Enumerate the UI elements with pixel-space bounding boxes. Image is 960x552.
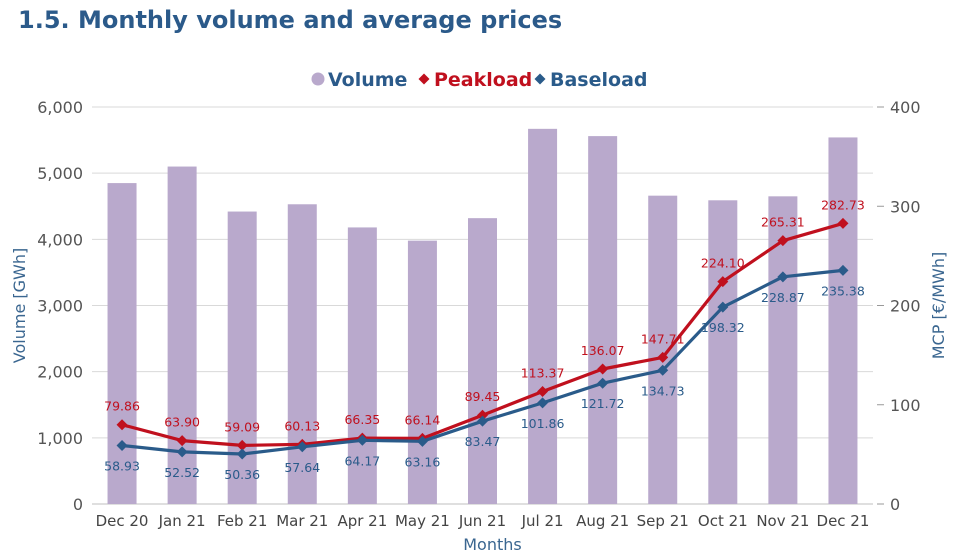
point-baseload xyxy=(176,446,188,458)
data-label-peakload: 66.35 xyxy=(344,412,380,427)
legend-label-peakload: Peakload xyxy=(434,69,532,91)
y-left-tick-label: 3,000 xyxy=(37,297,83,316)
x-tick-label: Jun 21 xyxy=(458,512,506,530)
y-left-tick-label: 1,000 xyxy=(37,429,83,448)
bar-volume xyxy=(107,183,137,504)
y-right-tick-label: 400 xyxy=(890,98,921,117)
legend-swatch-baseload xyxy=(534,73,546,85)
data-label-peakload: 265.31 xyxy=(761,215,805,230)
point-peakload xyxy=(477,409,488,421)
bar-volume xyxy=(648,195,678,504)
data-label-peakload: 89.45 xyxy=(465,389,501,404)
y-left-tick-label: 0 xyxy=(73,495,83,514)
x-tick-label: Dec 21 xyxy=(817,512,870,530)
data-label-peakload: 282.73 xyxy=(821,197,865,212)
data-label-baseload: 58.93 xyxy=(104,459,140,474)
y-right-axis-label: MCP [€/MWh] xyxy=(929,252,948,360)
x-tick-label: Sep 21 xyxy=(637,512,689,530)
bar-volume xyxy=(287,204,317,504)
y-left-tick-label: 6,000 xyxy=(37,98,83,117)
data-label-baseload: 121.72 xyxy=(581,396,625,411)
point-baseload xyxy=(837,264,849,276)
y-left-tick-label: 2,000 xyxy=(37,363,83,382)
x-tick-label: Mar 21 xyxy=(276,512,328,530)
data-label-peakload: 113.37 xyxy=(521,365,565,380)
data-label-baseload: 64.17 xyxy=(344,453,380,468)
point-peakload xyxy=(777,235,789,247)
point-baseload xyxy=(777,271,789,283)
data-label-baseload: 63.16 xyxy=(405,454,441,469)
point-baseload xyxy=(657,364,669,376)
bar-volume xyxy=(407,240,437,504)
y-right-tick-label: 200 xyxy=(890,297,921,316)
x-tick-label: Dec 20 xyxy=(96,512,149,530)
point-peakload xyxy=(236,439,248,451)
legend-label-volume: Volume xyxy=(328,69,407,91)
x-tick-label: Nov 21 xyxy=(756,512,809,530)
point-baseload xyxy=(537,397,549,409)
data-label-peakload: 224.10 xyxy=(701,256,745,271)
x-tick-label: Jul 21 xyxy=(521,512,564,530)
bar-volume xyxy=(588,136,618,504)
point-peakload xyxy=(537,385,549,397)
bar-volume xyxy=(347,227,377,504)
x-tick-label: Feb 21 xyxy=(217,512,267,530)
y-right-tick-label: 300 xyxy=(890,197,921,216)
chart-title: 1.5. Monthly volume and average prices xyxy=(18,6,563,34)
bar-volume xyxy=(468,218,497,504)
point-baseload xyxy=(236,448,248,460)
point-peakload xyxy=(176,435,188,447)
data-label-baseload: 83.47 xyxy=(465,434,501,449)
point-peakload xyxy=(837,217,849,229)
bar-volume xyxy=(528,128,558,504)
y-left-axis-label: Volume [GWh] xyxy=(10,248,29,363)
data-label-baseload: 228.87 xyxy=(761,290,805,305)
data-label-peakload: 63.90 xyxy=(164,415,200,430)
bar-volume xyxy=(828,137,858,505)
point-baseload xyxy=(717,301,729,313)
y-left-tick-label: 4,000 xyxy=(37,230,83,249)
point-baseload xyxy=(116,440,128,452)
data-label-peakload: 136.07 xyxy=(581,343,625,358)
data-label-baseload: 52.52 xyxy=(164,465,200,480)
y-right-tick-label: 100 xyxy=(890,396,921,415)
data-label-peakload: 66.14 xyxy=(405,412,441,427)
data-label-peakload: 147.71 xyxy=(641,331,685,346)
data-label-peakload: 60.13 xyxy=(284,418,320,433)
point-peakload xyxy=(657,351,669,363)
bar-volume xyxy=(708,200,738,505)
bar-volume xyxy=(227,211,257,504)
legend-swatch-peakload xyxy=(418,73,430,85)
point-baseload xyxy=(477,415,488,427)
data-label-baseload: 50.36 xyxy=(224,467,260,482)
x-axis-label: Months xyxy=(463,535,521,552)
y-left-tick-label: 5,000 xyxy=(37,164,83,183)
point-baseload xyxy=(416,435,428,447)
x-tick-label: Aug 21 xyxy=(576,512,629,530)
point-baseload xyxy=(296,441,308,453)
point-baseload xyxy=(597,377,609,389)
point-peakload xyxy=(717,276,729,288)
point-baseload xyxy=(356,434,368,446)
data-label-baseload: 57.64 xyxy=(284,460,320,475)
legend-swatch-volume xyxy=(311,72,325,86)
data-label-baseload: 134.73 xyxy=(641,383,685,398)
data-label-peakload: 79.86 xyxy=(104,399,140,414)
point-peakload xyxy=(116,419,128,431)
data-label-baseload: 198.32 xyxy=(701,320,745,335)
y-right-tick-label: 0 xyxy=(890,495,900,514)
data-label-baseload: 101.86 xyxy=(521,416,565,431)
x-tick-label: Apr 21 xyxy=(337,512,387,530)
x-tick-label: May 21 xyxy=(395,512,450,530)
data-label-baseload: 235.38 xyxy=(821,283,865,298)
point-peakload xyxy=(597,363,609,375)
x-tick-label: Oct 21 xyxy=(698,512,748,530)
legend-label-baseload: Baseload xyxy=(550,69,648,91)
x-tick-label: Jan 21 xyxy=(158,512,206,530)
data-label-peakload: 59.09 xyxy=(224,419,260,434)
